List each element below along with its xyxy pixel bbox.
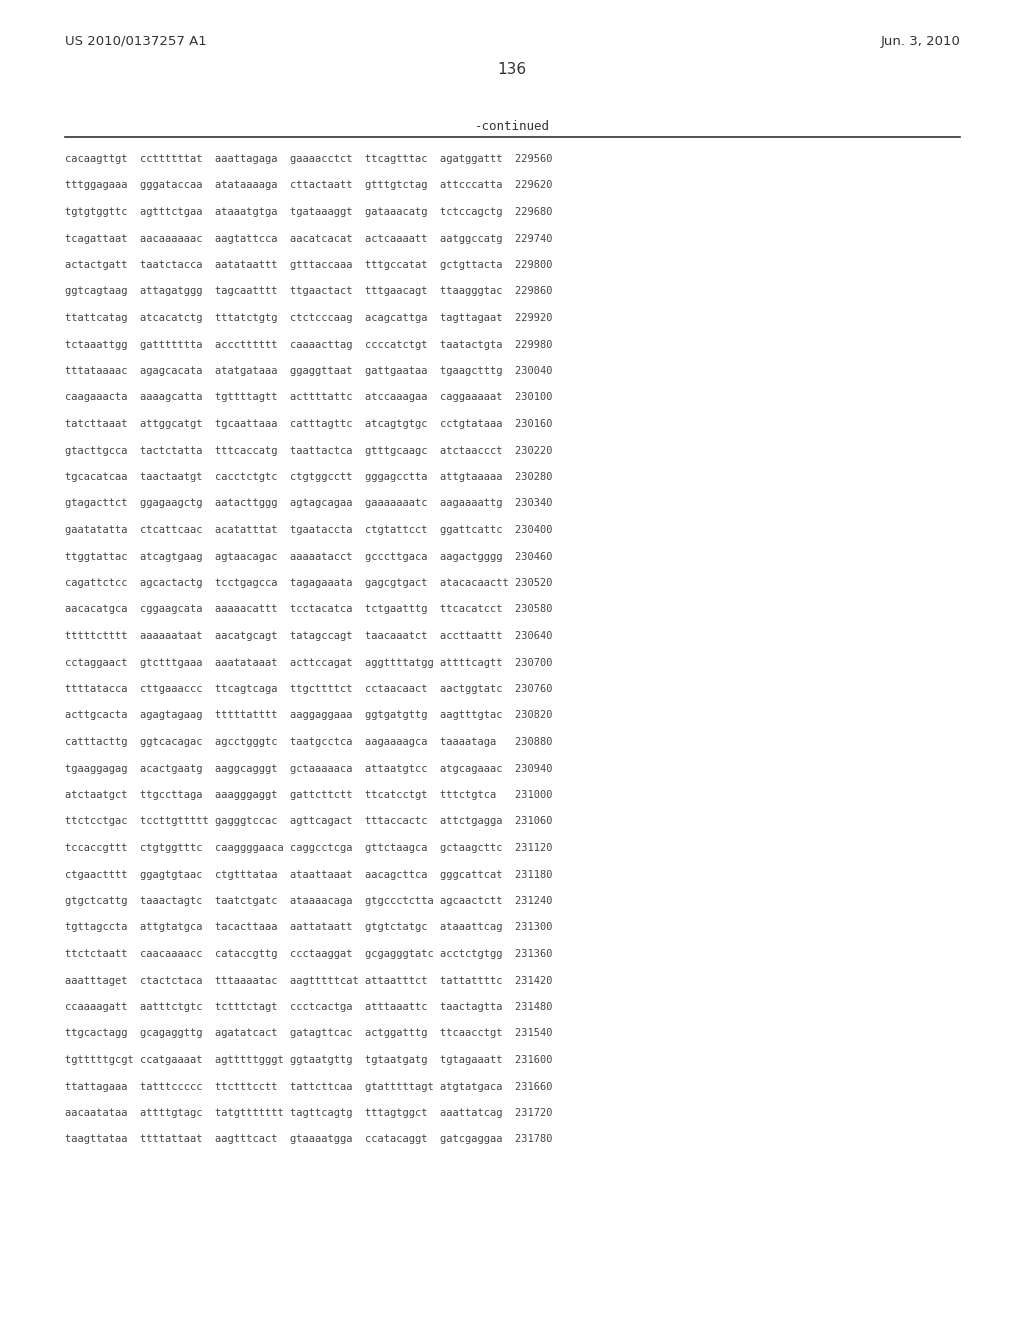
Text: ttattagaaa  tatttccccc  ttctttcctt  tattcttcaa  gtatttttagt atgtatgaca  231660: ttattagaaa tatttccccc ttctttcctt tattctt… [65,1081,553,1092]
Text: ttctcctgac  tccttgttttt gagggtccac  agttcagact  tttaccactc  attctgagga  231060: ttctcctgac tccttgttttt gagggtccac agttca… [65,817,553,826]
Text: tgcacatcaa  taactaatgt  cacctctgtc  ctgtggcctt  gggagcctta  attgtaaaaa  230280: tgcacatcaa taactaatgt cacctctgtc ctgtggc… [65,473,553,482]
Text: tccaccgttt  ctgtggtttc  caaggggaaca caggcctcga  gttctaagca  gctaagcttc  231120: tccaccgttt ctgtggtttc caaggggaaca caggcc… [65,843,553,853]
Text: aacacatgca  cggaagcata  aaaaacattt  tcctacatca  tctgaatttg  ttcacatcct  230580: aacacatgca cggaagcata aaaaacattt tcctaca… [65,605,553,615]
Text: ttctctaatt  caacaaaacc  cataccgttg  ccctaaggat  gcgagggtatc acctctgtgg  231360: ttctctaatt caacaaaacc cataccgttg ccctaag… [65,949,553,960]
Text: cagattctcc  agcactactg  tcctgagcca  tagagaaata  gagcgtgact  atacacaactt 230520: cagattctcc agcactactg tcctgagcca tagagaa… [65,578,553,587]
Text: ccaaaagatt  aatttctgtc  tctttctagt  ccctcactga  atttaaattc  taactagtta  231480: ccaaaagatt aatttctgtc tctttctagt ccctcac… [65,1002,553,1012]
Text: actactgatt  taatctacca  aatataattt  gtttaccaaa  tttgccatat  gctgttacta  229800: actactgatt taatctacca aatataattt gtttacc… [65,260,553,271]
Text: gtagacttct  ggagaagctg  aatacttggg  agtagcagaa  gaaaaaaatc  aagaaaattg  230340: gtagacttct ggagaagctg aatacttggg agtagca… [65,499,553,508]
Text: 136: 136 [498,62,526,77]
Text: catttacttg  ggtcacagac  agcctgggtc  taatgcctca  aagaaaagca  taaaataga   230880: catttacttg ggtcacagac agcctgggtc taatgcc… [65,737,553,747]
Text: tgttagccta  attgtatgca  tacacttaaa  aattataatt  gtgtctatgc  ataaattcag  231300: tgttagccta attgtatgca tacacttaaa aattata… [65,923,553,932]
Text: tgaaggagag  acactgaatg  aaggcagggt  gctaaaaaca  attaatgtcc  atgcagaaac  230940: tgaaggagag acactgaatg aaggcagggt gctaaaa… [65,763,553,774]
Text: caagaaacta  aaaagcatta  tgttttagtt  acttttattc  atccaaagaa  caggaaaaat  230100: caagaaacta aaaagcatta tgttttagtt actttta… [65,392,553,403]
Text: tatcttaaat  attggcatgt  tgcaattaaa  catttagttc  atcagtgtgc  cctgtataaa  230160: tatcttaaat attggcatgt tgcaattaaa catttag… [65,418,553,429]
Text: ctgaactttt  ggagtgtaac  ctgtttataa  ataattaaat  aacagcttca  gggcattcat  231180: ctgaactttt ggagtgtaac ctgtttataa ataatta… [65,870,553,879]
Text: US 2010/0137257 A1: US 2010/0137257 A1 [65,36,207,48]
Text: tgtttttgcgt ccatgaaaat  agtttttgggt ggtaatgttg  tgtaatgatg  tgtagaaatt  231600: tgtttttgcgt ccatgaaaat agtttttgggt ggtaa… [65,1055,553,1065]
Text: tctaaattgg  gattttttta  accctttttt  caaaacttag  ccccatctgt  taatactgta  229980: tctaaattgg gattttttta accctttttt caaaact… [65,339,553,350]
Text: tttggagaaa  gggataccaa  atataaaaga  cttactaatt  gtttgtctag  attcccatta  229620: tttggagaaa gggataccaa atataaaaga cttacta… [65,181,553,190]
Text: gtacttgcca  tactctatta  tttcaccatg  taattactca  gtttgcaagc  atctaaccct  230220: gtacttgcca tactctatta tttcaccatg taattac… [65,446,553,455]
Text: ttgcactagg  gcagaggttg  agatatcact  gatagttcac  actggatttg  ttcaacctgt  231540: ttgcactagg gcagaggttg agatatcact gatagtt… [65,1028,553,1039]
Text: gtgctcattg  taaactagtc  taatctgatc  ataaaacaga  gtgccctctta agcaactctt  231240: gtgctcattg taaactagtc taatctgatc ataaaac… [65,896,553,906]
Text: atctaatgct  ttgccttaga  aaagggaggt  gattcttctt  ttcatcctgt  tttctgtca   231000: atctaatgct ttgccttaga aaagggaggt gattctt… [65,789,553,800]
Text: cctaggaact  gtctttgaaa  aaatataaat  acttccagat  aggttttatgg attttcagtt  230700: cctaggaact gtctttgaaa aaatataaat acttcca… [65,657,553,668]
Text: aacaatataa  attttgtagc  tatgttttttt tagttcagtg  tttagtggct  aaattatcag  231720: aacaatataa attttgtagc tatgttttttt tagttc… [65,1107,553,1118]
Text: Jun. 3, 2010: Jun. 3, 2010 [880,36,961,48]
Text: tttataaaac  agagcacata  atatgataaa  ggaggttaat  gattgaataa  tgaagctttg  230040: tttataaaac agagcacata atatgataaa ggaggtt… [65,366,553,376]
Text: ttggtattac  atcagtgaag  agtaacagac  aaaaatacct  gcccttgaca  aagactgggg  230460: ttggtattac atcagtgaag agtaacagac aaaaata… [65,552,553,561]
Text: tcagattaat  aacaaaaaac  aagtattcca  aacatcacat  actcaaaatt  aatggccatg  229740: tcagattaat aacaaaaaac aagtattcca aacatca… [65,234,553,243]
Text: cacaagttgt  ccttttttat  aaattagaga  gaaaacctct  ttcagtttac  agatggattt  229560: cacaagttgt ccttttttat aaattagaga gaaaacc… [65,154,553,164]
Text: gaatatatta  ctcattcaac  acatatttat  tgaataccta  ctgtattcct  ggattcattc  230400: gaatatatta ctcattcaac acatatttat tgaatac… [65,525,553,535]
Text: tgtgtggttc  agtttctgaa  ataaatgtga  tgataaaggt  gataaacatg  tctccagctg  229680: tgtgtggttc agtttctgaa ataaatgtga tgataaa… [65,207,553,216]
Text: tttttctttt  aaaaaataat  aacatgcagt  tatagccagt  taacaaatct  accttaattt  230640: tttttctttt aaaaaataat aacatgcagt tatagcc… [65,631,553,642]
Text: aaatttaget  ctactctaca  tttaaaatac  aagtttttcat attaatttct  tattattttc  231420: aaatttaget ctactctaca tttaaaatac aagtttt… [65,975,553,986]
Text: acttgcacta  agagtagaag  tttttatttt  aaggaggaaa  ggtgatgttg  aagtttgtac  230820: acttgcacta agagtagaag tttttatttt aaggagg… [65,710,553,721]
Text: taagttataa  ttttattaat  aagtttcact  gtaaaatgga  ccatacaggt  gatcgaggaa  231780: taagttataa ttttattaat aagtttcact gtaaaat… [65,1134,553,1144]
Text: ttttatacca  cttgaaaccc  ttcagtcaga  ttgcttttct  cctaacaact  aactggtatc  230760: ttttatacca cttgaaaccc ttcagtcaga ttgcttt… [65,684,553,694]
Text: ttattcatag  atcacatctg  tttatctgtg  ctctcccaag  acagcattga  tagttagaat  229920: ttattcatag atcacatctg tttatctgtg ctctccc… [65,313,553,323]
Text: -continued: -continued [474,120,550,133]
Text: ggtcagtaag  attagatggg  tagcaatttt  ttgaactact  tttgaacagt  ttaagggtac  229860: ggtcagtaag attagatggg tagcaatttt ttgaact… [65,286,553,297]
